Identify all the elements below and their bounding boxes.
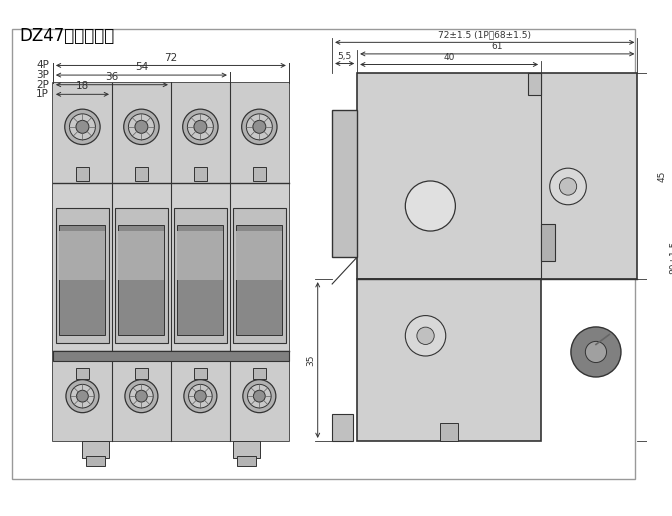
Bar bbox=[253, 167, 266, 181]
Text: 2P: 2P bbox=[36, 79, 49, 90]
Bar bbox=[82, 441, 109, 458]
Bar bbox=[237, 225, 282, 334]
Text: 1P: 1P bbox=[36, 89, 49, 100]
Text: 5,5: 5,5 bbox=[337, 52, 351, 61]
Text: 72±1.5 (1P为68±1.5): 72±1.5 (1P为68±1.5) bbox=[438, 30, 532, 39]
Circle shape bbox=[194, 390, 206, 402]
Bar bbox=[237, 456, 256, 466]
Circle shape bbox=[571, 327, 621, 377]
Bar bbox=[233, 441, 260, 458]
Text: 36: 36 bbox=[106, 72, 118, 82]
Circle shape bbox=[66, 380, 99, 413]
Circle shape bbox=[136, 390, 147, 402]
Bar bbox=[253, 368, 266, 379]
Text: 35: 35 bbox=[306, 354, 314, 366]
Circle shape bbox=[253, 390, 265, 402]
Circle shape bbox=[77, 390, 88, 402]
Circle shape bbox=[559, 178, 577, 195]
Bar bbox=[118, 225, 165, 334]
Bar bbox=[118, 231, 165, 280]
Bar bbox=[115, 208, 168, 343]
Bar bbox=[541, 224, 554, 261]
Text: 61: 61 bbox=[491, 42, 503, 51]
Circle shape bbox=[247, 114, 272, 140]
Circle shape bbox=[71, 384, 94, 408]
Bar bbox=[440, 423, 458, 441]
Bar bbox=[332, 110, 358, 257]
Circle shape bbox=[183, 109, 218, 144]
Circle shape bbox=[187, 114, 213, 140]
Text: 80±1.5: 80±1.5 bbox=[669, 240, 672, 273]
Circle shape bbox=[125, 380, 158, 413]
Bar bbox=[237, 231, 282, 280]
Bar bbox=[332, 414, 353, 441]
Circle shape bbox=[135, 120, 148, 133]
Circle shape bbox=[76, 120, 89, 133]
Bar bbox=[358, 73, 637, 279]
Bar bbox=[86, 456, 105, 466]
Circle shape bbox=[124, 109, 159, 144]
Bar bbox=[194, 167, 207, 181]
Text: 45: 45 bbox=[658, 170, 667, 182]
Circle shape bbox=[128, 114, 155, 140]
Text: 18: 18 bbox=[76, 82, 89, 91]
Bar bbox=[177, 225, 223, 334]
Circle shape bbox=[253, 120, 266, 133]
Bar bbox=[233, 208, 286, 343]
Bar bbox=[53, 83, 289, 441]
Circle shape bbox=[417, 327, 434, 345]
Bar bbox=[59, 231, 106, 280]
Bar bbox=[56, 208, 109, 343]
Bar bbox=[76, 368, 89, 379]
Bar bbox=[53, 83, 289, 183]
Bar bbox=[53, 351, 289, 441]
Bar bbox=[53, 183, 289, 351]
Bar bbox=[76, 167, 89, 181]
Text: 72: 72 bbox=[164, 53, 177, 62]
Text: DZ47标准断路器: DZ47标准断路器 bbox=[19, 27, 114, 45]
Bar bbox=[177, 231, 223, 280]
Bar bbox=[135, 167, 148, 181]
Circle shape bbox=[550, 168, 586, 205]
Circle shape bbox=[242, 109, 277, 144]
Circle shape bbox=[585, 342, 607, 363]
Bar bbox=[194, 368, 207, 379]
Circle shape bbox=[405, 316, 446, 356]
Circle shape bbox=[405, 181, 456, 231]
Text: 4P: 4P bbox=[36, 60, 49, 71]
Bar bbox=[174, 208, 227, 343]
Circle shape bbox=[184, 380, 217, 413]
Bar bbox=[53, 351, 289, 361]
Circle shape bbox=[194, 120, 207, 133]
Circle shape bbox=[130, 384, 153, 408]
Text: 3P: 3P bbox=[36, 70, 49, 80]
Circle shape bbox=[189, 384, 212, 408]
Circle shape bbox=[247, 384, 271, 408]
Bar bbox=[358, 279, 541, 441]
Circle shape bbox=[69, 114, 95, 140]
Circle shape bbox=[243, 380, 276, 413]
Bar bbox=[528, 73, 541, 95]
Bar bbox=[135, 368, 148, 379]
Bar bbox=[59, 225, 106, 334]
Text: 54: 54 bbox=[135, 62, 148, 72]
Text: 40: 40 bbox=[444, 53, 455, 61]
Circle shape bbox=[65, 109, 100, 144]
